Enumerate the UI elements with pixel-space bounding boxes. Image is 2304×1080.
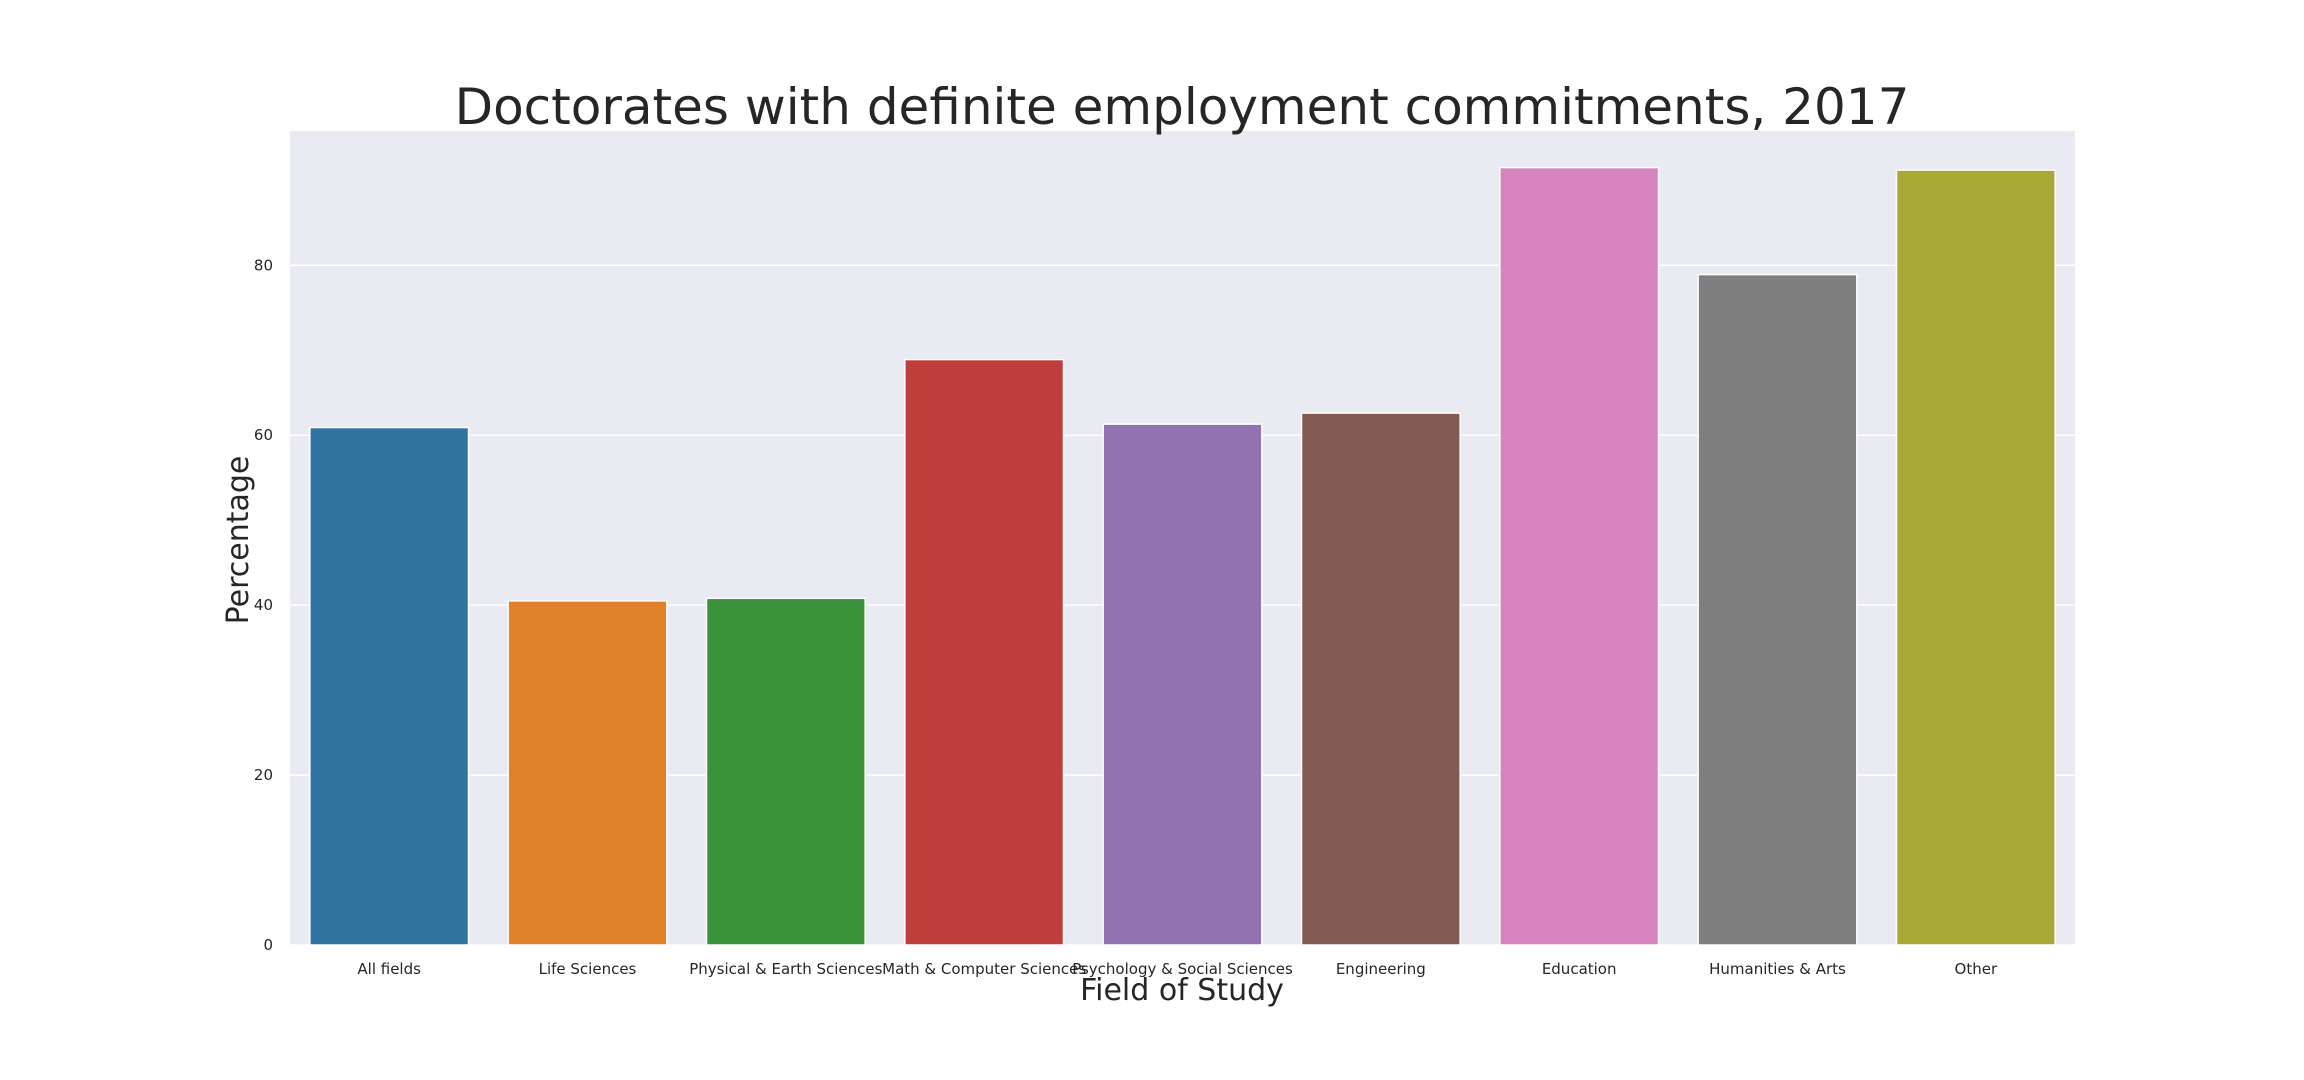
bar [309, 426, 470, 946]
y-tick-label: 0 [263, 936, 273, 954]
y-tick-label: 40 [254, 596, 273, 614]
bars [309, 166, 2056, 946]
bar [1102, 423, 1263, 946]
y-tick-label: 60 [254, 426, 273, 444]
x-tick-label: Other [1955, 960, 1998, 978]
bar [904, 358, 1065, 946]
y-tick-label: 80 [254, 256, 273, 274]
chart-title: Doctorates with definite employment comm… [455, 78, 1910, 136]
bar [1499, 166, 1660, 946]
bar [705, 597, 866, 946]
x-tick-label: Psychology & Social Sciences [1072, 960, 1293, 978]
y-axis-label: Percentage [221, 456, 256, 625]
x-axis-label: Field of Study [1080, 973, 1284, 1008]
y-tick-label: 20 [254, 766, 273, 784]
x-tick-label: Life Sciences [539, 960, 637, 978]
x-tick-label: Education [1542, 960, 1617, 978]
x-tick-labels: All fields Life Sciences Physical & Earth … [357, 960, 1998, 978]
x-tick-label: All fields [357, 960, 421, 978]
x-tick-label: Physical & Earth Sciences [689, 960, 882, 978]
x-tick-label: Humanities & Arts [1709, 960, 1846, 978]
bar [1895, 169, 2056, 946]
bar [1300, 412, 1461, 946]
x-tick-label: Engineering [1336, 960, 1426, 978]
y-tick-labels: 0 20 40 60 80 [254, 256, 273, 954]
bar [1697, 273, 1858, 946]
x-tick-label: Math & Computer Sciences [882, 960, 1086, 978]
bar [507, 600, 668, 946]
